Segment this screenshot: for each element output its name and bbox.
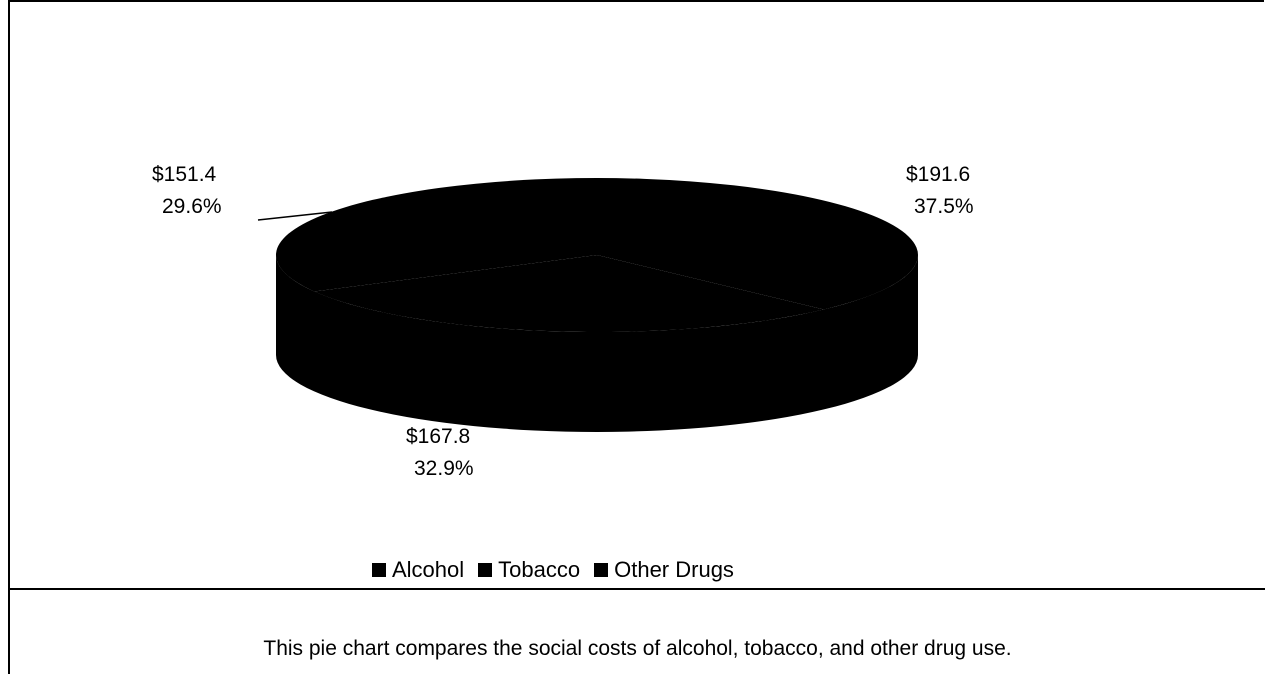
data-label-percent-alcohol: 37.5% <box>914 195 974 218</box>
pie-side-wall <box>276 255 918 432</box>
pie-slice-tobacco <box>314 255 824 332</box>
pie-slice-other-drugs <box>275 178 597 292</box>
data-label-value-other-drugs: $167.8 <box>406 425 471 448</box>
legend-swatch-other-drugs <box>594 563 609 577</box>
data-label-value-alcohol: $191.6 <box>906 163 971 186</box>
legend-item-tobacco: Tobacco <box>478 557 580 583</box>
chart-area: $151.4 29.6% $191.6 37.5% $167.8 32.9% A… <box>10 2 1265 590</box>
legend-item-alcohol: Alcohol <box>372 557 464 583</box>
data-label-percent-tobacco: 29.6% <box>162 195 222 218</box>
legend-label-other-drugs: Other Drugs <box>614 557 734 582</box>
data-label-value-tobacco: $151.4 <box>152 163 217 186</box>
chart-legend: Alcohol Tobacco Other Drugs <box>372 557 748 583</box>
leader-line-tobacco <box>257 211 333 221</box>
legend-label-tobacco: Tobacco <box>498 557 581 582</box>
legend-swatch-alcohol <box>372 563 386 577</box>
data-label-percent-other-drugs: 32.9% <box>414 457 474 480</box>
pie-chart <box>257 178 918 432</box>
chart-frame <box>8 0 1264 674</box>
legend-label-alcohol: Alcohol <box>392 557 465 582</box>
chart-caption: This pie chart compares the social costs… <box>263 637 1012 660</box>
legend-item-other-drugs: Other Drugs <box>594 557 734 583</box>
pie-slice-alcohol <box>597 178 918 310</box>
legend-swatch-tobacco <box>478 563 493 577</box>
